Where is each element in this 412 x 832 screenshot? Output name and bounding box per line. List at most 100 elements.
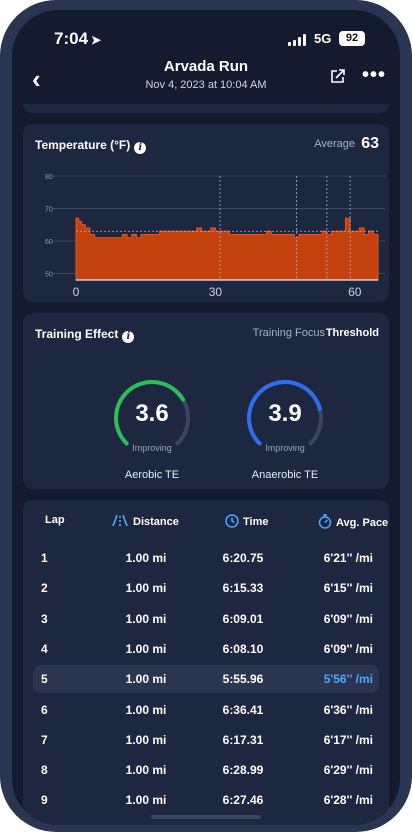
activity-header: ‹ Arvada Run Nov 4, 2023 at 10:04 AM ••• — [12, 58, 400, 104]
lap-distance: 1.00 mi — [125, 793, 167, 808]
lap-time: 6:09.01 — [222, 611, 264, 626]
info-icon[interactable]: i — [134, 142, 147, 154]
lap-distance: 1.00 mi — [125, 581, 167, 596]
more-icon[interactable]: ••• — [362, 64, 387, 86]
lap-time: 6:08.10 — [222, 641, 264, 656]
temperature-card: Temperature (°F) i Average 63 80 70 60 50 0 30… — [23, 124, 389, 302]
table-row[interactable]: 8 1.00 mi 6:28.99 6'29'' /mi — [33, 756, 379, 784]
lap-number: 8 — [41, 763, 48, 778]
lap-pace: 6'09'' /mi — [323, 611, 373, 626]
stopwatch-icon — [318, 514, 332, 529]
activity-date: Nov 4, 2023 at 10:04 AM — [145, 79, 267, 91]
lap-distance: 1.00 mi — [125, 763, 167, 778]
lap-number: 3 — [41, 611, 48, 626]
temperature-title-text: Temperature (°F) — [35, 138, 131, 152]
status-time-text: 7:04 — [54, 29, 89, 48]
app-screen: 7:04 ➤ 5G 92 ‹ Arvada Run Nov 4, 2023 at … — [12, 10, 400, 825]
temperature-chart[interactable]: 80 70 60 50 0 30 60 — [23, 124, 389, 302]
lap-number: 7 — [41, 732, 48, 747]
col-distance: Distance — [111, 514, 179, 528]
home-indicator — [151, 815, 261, 819]
y-tick-label: 50 — [45, 272, 53, 279]
distance-icon — [112, 514, 128, 527]
lap-number: 6 — [41, 702, 48, 717]
y-tick-label: 70 — [45, 207, 53, 214]
lap-distance: 1.00 mi — [125, 551, 167, 565]
laps-card: Lap Distance Time Avg. Pace 1 1.00 mi 6:20… — [23, 500, 389, 825]
table-row[interactable]: 3 1.00 mi 6:09.01 6'09'' /mi — [33, 605, 379, 633]
lap-time: 6:36.41 — [222, 702, 264, 717]
table-row[interactable]: 5 1.00 mi 5:55.96 5'56'' /mi — [33, 665, 379, 694]
lap-pace: 6'36'' /mi — [323, 702, 373, 717]
lap-distance: 1.00 mi — [125, 641, 167, 656]
lap-distance: 1.00 mi — [125, 732, 167, 747]
share-icon[interactable] — [330, 68, 346, 84]
anaerobic-gauge[interactable]: 3.9 Improving — [238, 371, 332, 465]
anaerobic-te-status: Improving — [265, 443, 305, 453]
lap-number: 5 — [41, 672, 48, 687]
anaerobic-te-label: Anaerobic TE — [251, 469, 319, 481]
lap-distance: 1.00 mi — [125, 672, 167, 687]
temperature-area — [75, 217, 379, 281]
status-bar: 7:04 ➤ 5G 92 — [12, 10, 400, 62]
y-tick-label: 80 — [45, 174, 53, 181]
aerobic-te-value: 3.6 — [135, 400, 169, 427]
laps-table-header: Lap Distance Time Avg. Pace — [23, 514, 389, 534]
battery-icon: 92 — [339, 31, 365, 46]
page-title: Arvada Run — [163, 58, 249, 75]
col-time: Time — [225, 514, 268, 528]
clock-icon — [225, 514, 239, 528]
table-row[interactable]: 9 1.00 mi 6:27.46 6'28'' /mi — [33, 786, 379, 814]
x-tick-label: 0 — [73, 285, 80, 299]
col-lap: Lap — [45, 514, 65, 526]
status-time: 7:04 ➤ — [54, 29, 101, 49]
lap-pace: 5'56'' /mi — [323, 672, 373, 687]
training-focus-label: Training Focus — [252, 327, 325, 339]
x-tick-label: 60 — [348, 285, 362, 299]
lap-time: 6:15.33 — [222, 581, 264, 596]
training-focus-value: Threshold — [325, 327, 379, 339]
location-arrow-icon: ➤ — [91, 33, 102, 47]
lap-distance: 1.00 mi — [125, 702, 167, 717]
table-row[interactable]: 4 1.00 mi 6:08.10 6'09'' /mi — [33, 635, 379, 663]
lap-pace: 6'15'' /mi — [323, 581, 373, 596]
previous-card-edge — [23, 104, 389, 113]
table-row[interactable]: 2 1.00 mi 6:15.33 6'15'' /mi — [33, 574, 379, 602]
average-label: Average — [314, 138, 355, 150]
aerobic-gauge[interactable]: 3.6 Improving — [105, 371, 199, 465]
lap-number: 1 — [41, 551, 48, 565]
lap-pace: 6'21'' /mi — [323, 551, 373, 565]
lap-pace: 6'28'' /mi — [323, 793, 373, 808]
lap-time: 6:28.99 — [222, 763, 264, 778]
lap-time: 6:27.46 — [222, 793, 264, 808]
lap-time: 5:55.96 — [222, 672, 264, 687]
lap-pace: 6'17'' /mi — [323, 732, 373, 747]
lap-number: 2 — [41, 581, 48, 596]
x-tick-label: 30 — [209, 285, 223, 299]
col-pace-text: Avg. Pace — [336, 517, 389, 529]
chevron-left-icon[interactable]: ‹ — [32, 64, 41, 94]
anaerobic-te-value: 3.9 — [268, 400, 302, 427]
table-row[interactable]: 1 1.00 mi 6:20.75 6'21'' /mi — [33, 544, 379, 572]
aerobic-gauge-arc — [114, 380, 185, 446]
lap-pace: 6'29'' /mi — [323, 763, 373, 778]
temperature-title: Temperature (°F) i — [35, 138, 147, 154]
anaerobic-gauge-arc — [247, 380, 322, 446]
network-label: 5G — [314, 31, 332, 46]
average-value: 63 — [361, 135, 379, 152]
table-row[interactable]: 6 1.00 mi 6:36.41 6'36'' /mi — [33, 696, 379, 724]
lap-time: 6:17.31 — [222, 732, 264, 747]
y-tick-label: 60 — [45, 239, 53, 246]
training-effect-title: Training Effect i — [35, 327, 135, 343]
info-icon[interactable]: i — [122, 331, 135, 343]
lap-number: 4 — [41, 641, 48, 656]
table-row[interactable]: 7 1.00 mi 6:17.31 6'17'' /mi — [33, 726, 379, 754]
aerobic-te-label: Aerobic TE — [124, 469, 180, 481]
col-time-text: Time — [243, 516, 269, 528]
training-effect-card: Training Effect i Training Focus Threshol… — [23, 313, 389, 489]
lap-distance: 1.00 mi — [125, 611, 167, 626]
signal-icon — [288, 34, 308, 46]
aerobic-te-status: Improving — [132, 443, 172, 453]
lap-number: 9 — [41, 793, 48, 808]
